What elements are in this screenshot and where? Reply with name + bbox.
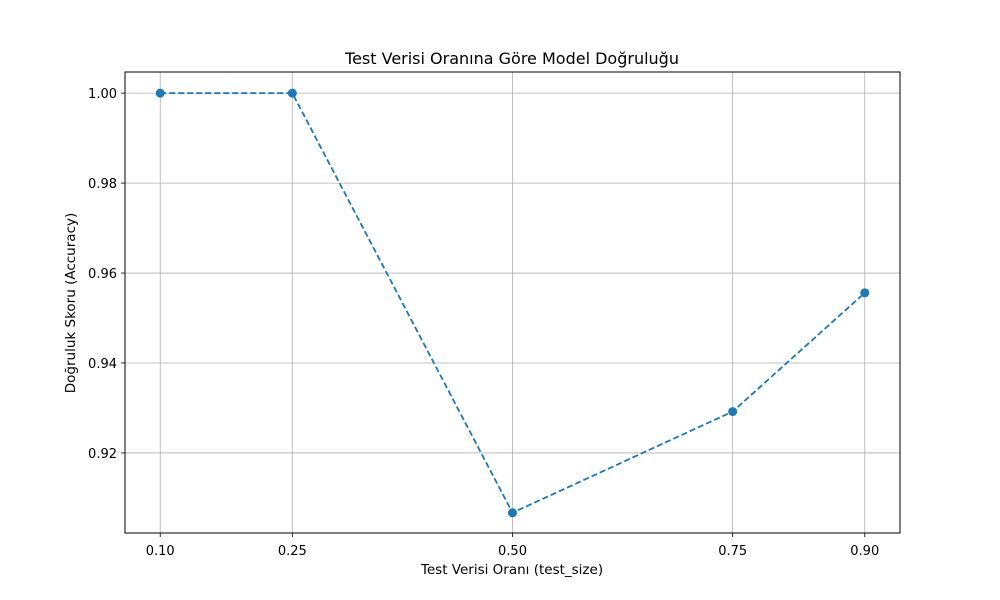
axis-ticks: 0.10 0.25 0.50 0.75 0.90 0.92 0.94 0.96 0.98 1.00 bbox=[88, 87, 879, 559]
data-point bbox=[728, 407, 738, 417]
x-tick-label: 0.10 bbox=[146, 544, 175, 559]
chart-title: Test Verisi Oranına Göre Model Doğruluğu bbox=[344, 49, 679, 68]
x-tick-label: 0.75 bbox=[718, 544, 747, 559]
y-tick-label: 0.96 bbox=[88, 267, 117, 282]
x-tick-label: 0.90 bbox=[850, 544, 879, 559]
y-tick-label: 0.92 bbox=[88, 447, 117, 462]
y-tick-label: 0.98 bbox=[88, 177, 117, 192]
data-series bbox=[155, 88, 870, 518]
x-tick-label: 0.50 bbox=[498, 544, 527, 559]
y-axis-title: Doğruluk Skoru (Accuracy) bbox=[63, 213, 79, 393]
x-axis-title: Test Verisi Oranı (test_size) bbox=[420, 562, 603, 578]
grid bbox=[125, 72, 900, 533]
data-point bbox=[860, 288, 870, 298]
y-tick-label: 0.94 bbox=[88, 357, 117, 372]
y-tick-label: 1.00 bbox=[88, 87, 117, 102]
data-point bbox=[508, 508, 517, 518]
x-tick-label: 0.25 bbox=[278, 544, 307, 559]
data-point bbox=[155, 88, 165, 98]
data-point bbox=[287, 88, 297, 98]
